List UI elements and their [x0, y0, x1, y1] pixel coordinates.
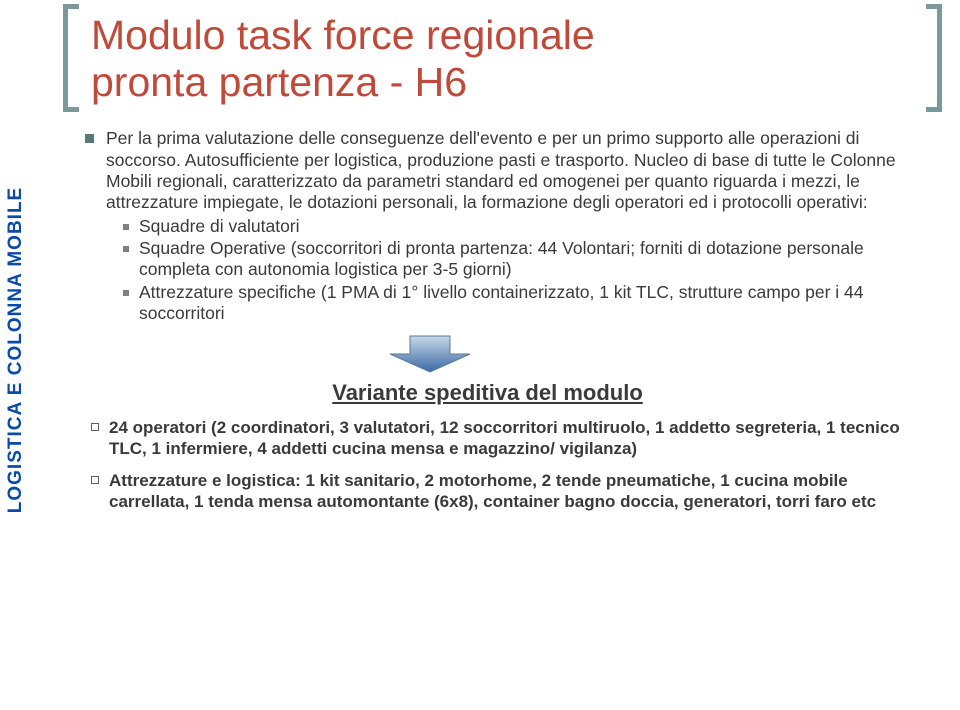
variant-list: 24 operatori (2 coordinatori, 3 valutato…: [91, 417, 930, 512]
sidebar-vertical-label: LOGISTICA E COLONNA MOBILE: [5, 187, 27, 513]
sub-bullet-row: Squadre di valutatori: [123, 216, 930, 237]
dash-bullet-icon: [123, 290, 129, 296]
variant-item-text: 24 operatori (2 coordinatori, 3 valutato…: [109, 417, 930, 460]
sub-bullet-list: Squadre di valutatori Squadre Operative …: [123, 216, 930, 325]
bracket-right-icon: [926, 4, 942, 112]
sub-bullet-text: Attrezzature specifiche (1 PMA di 1° liv…: [139, 282, 930, 325]
main-bullet-row: Per la prima valutazione delle conseguen…: [85, 128, 930, 213]
bracket-left-icon: [63, 4, 79, 112]
variant-heading: Variante speditiva del modulo: [85, 380, 890, 407]
sub-bullet-row: Squadre Operative (soccorritori di pront…: [123, 238, 930, 281]
variant-item-row: 24 operatori (2 coordinatori, 3 valutato…: [91, 417, 930, 460]
arrow-down-block: [385, 334, 930, 374]
sub-bullet-row: Attrezzature specifiche (1 PMA di 1° liv…: [123, 282, 930, 325]
sub-bullet-text: Squadre di valutatori: [139, 216, 300, 237]
hollow-square-icon: [91, 423, 99, 431]
title-block: Modulo task force regionale pronta parte…: [85, 10, 930, 108]
variant-item-text: Attrezzature e logistica: 1 kit sanitari…: [109, 470, 930, 513]
title-line2: pronta partenza - H6: [91, 59, 467, 105]
sub-bullet-text: Squadre Operative (soccorritori di pront…: [139, 238, 930, 281]
main-bullet-text: Per la prima valutazione delle conseguen…: [106, 128, 930, 213]
title-line1: Modulo task force regionale: [91, 12, 595, 58]
variant-item-row: Attrezzature e logistica: 1 kit sanitari…: [91, 470, 930, 513]
dash-bullet-icon: [123, 224, 129, 230]
hollow-square-icon: [91, 476, 99, 484]
slide-title: Modulo task force regionale pronta parte…: [85, 10, 930, 108]
dash-bullet-icon: [123, 246, 129, 252]
slide-body: Per la prima valutazione delle conseguen…: [85, 128, 930, 512]
arrow-down-icon: [385, 334, 475, 374]
slide-content: Modulo task force regionale pronta parte…: [65, 10, 930, 685]
square-bullet-icon: [85, 134, 94, 143]
